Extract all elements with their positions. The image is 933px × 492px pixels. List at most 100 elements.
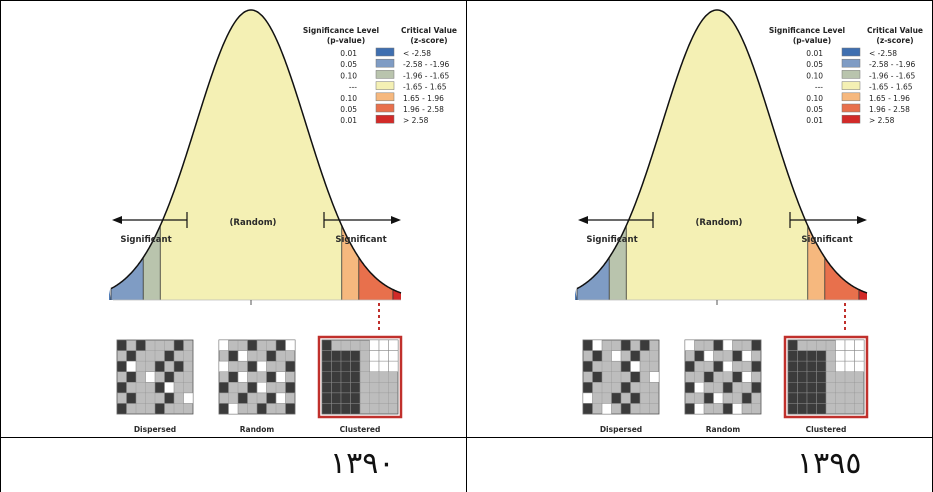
- map-cell: [844, 350, 855, 362]
- map-cell: [126, 371, 137, 383]
- map-cell: [369, 339, 380, 351]
- map-cell: [751, 360, 762, 372]
- map-cell: [787, 403, 798, 415]
- map-cell: [722, 382, 733, 394]
- map-cell: [285, 382, 296, 394]
- map-cell: [173, 339, 184, 351]
- map-cell: [611, 350, 622, 362]
- map-cell: [732, 403, 743, 415]
- map-cell: [620, 339, 631, 351]
- legend-pvalue: ---: [349, 83, 357, 92]
- legend-pvalue: 0.10: [806, 71, 823, 80]
- label-significant-right: Significant: [801, 235, 852, 245]
- map-cell: [741, 371, 752, 383]
- legend-zscore: > 2.58: [869, 116, 895, 125]
- distribution-diagram-left: Significant (Random) Significant Significan…: [109, 9, 457, 434]
- map-cell: [275, 392, 286, 404]
- map-cell: [275, 339, 286, 351]
- map-cell: [228, 371, 239, 383]
- map-cell: [173, 360, 184, 372]
- map-cell: [741, 392, 752, 404]
- legend-pvalue: 0.10: [340, 94, 357, 103]
- map-cell: [275, 371, 286, 383]
- legend-swatch: [841, 92, 861, 102]
- map-cell: [145, 371, 156, 383]
- year-label-left: ١٣٩٠: [330, 446, 395, 481]
- map-cell: [247, 360, 258, 372]
- map-dispersed: [582, 339, 660, 415]
- legend-swatch: [375, 103, 395, 113]
- curve-region-5: [807, 225, 825, 300]
- map-cell: [694, 350, 705, 362]
- label-random-center: (Random): [230, 218, 277, 228]
- map-cell: [582, 392, 593, 404]
- legend-zscore: -1.65 - 1.65: [869, 83, 913, 92]
- map-cell: [135, 339, 146, 351]
- legend-swatch: [375, 92, 395, 102]
- map-cell: [620, 403, 631, 415]
- map-label-random: Random: [240, 425, 275, 434]
- map-cell: [844, 339, 855, 351]
- map-cell: [183, 392, 194, 404]
- map-label-clustered: Clustered: [340, 425, 381, 434]
- map-cell: [218, 339, 229, 351]
- map-cell: [126, 360, 137, 372]
- map-cell: [266, 350, 277, 362]
- map-cell: [164, 382, 175, 394]
- map-cell: [331, 403, 342, 415]
- map-cell: [582, 360, 593, 372]
- legend-swatch: [375, 70, 395, 79]
- map-cell: [787, 339, 798, 351]
- map-cell: [816, 392, 827, 404]
- legend-zscore: -1.96 - -1.65: [403, 71, 450, 80]
- map-cell: [388, 339, 399, 351]
- label-significant-left: Significant: [586, 235, 637, 245]
- legend-zscore: > 2.58: [403, 116, 429, 125]
- map-cell: [835, 339, 846, 351]
- legend-swatch: [375, 47, 395, 57]
- map-cell: [321, 350, 332, 362]
- legend-zscore: -1.96 - -1.65: [869, 71, 916, 80]
- curve-region-5: [341, 225, 359, 300]
- legend-swatch: [841, 70, 861, 79]
- bell-curve: [576, 9, 868, 294]
- legend-pvalue: 0.05: [340, 60, 357, 69]
- map-cell: [582, 382, 593, 394]
- map-cell: [844, 360, 855, 372]
- map-cell: [116, 403, 127, 415]
- panel-right: Significant (Random) Significant Significan…: [467, 0, 933, 437]
- map-cell: [713, 360, 724, 372]
- map-cell: [340, 350, 351, 362]
- map-cell: [592, 371, 603, 383]
- map-cell: [703, 350, 714, 362]
- map-cell: [237, 350, 248, 362]
- label-significant-left: Significant: [120, 235, 171, 245]
- map-cell: [256, 382, 267, 394]
- map-cell: [350, 403, 361, 415]
- map-cell: [388, 350, 399, 362]
- map-cell: [331, 371, 342, 383]
- map-cell: [630, 350, 641, 362]
- legend-pvalue: 0.05: [340, 105, 357, 114]
- map-cell: [751, 382, 762, 394]
- map-cell: [797, 382, 808, 394]
- legend-pvalue: 0.01: [806, 116, 823, 125]
- map-cell: [806, 392, 817, 404]
- map-label-dispersed: Dispersed: [600, 425, 642, 434]
- map-cell: [630, 360, 641, 372]
- legend-zscore: 1.65 - 1.96: [403, 94, 444, 103]
- legend-swatch: [841, 47, 861, 57]
- map-cell: [806, 371, 817, 383]
- map-cell: [218, 382, 229, 394]
- map-cell: [601, 403, 612, 415]
- map-dispersed: [116, 339, 194, 415]
- map-cell: [350, 392, 361, 404]
- legend-zscore: -2.58 - -1.96: [869, 60, 916, 69]
- legend-pvalue: 0.10: [806, 94, 823, 103]
- map-cell: [741, 350, 752, 362]
- map-cell: [751, 339, 762, 351]
- legend-pvalue: ---: [815, 83, 823, 92]
- map-cell: [350, 371, 361, 383]
- legend-swatch: [375, 81, 395, 90]
- map-label-random: Random: [706, 425, 741, 434]
